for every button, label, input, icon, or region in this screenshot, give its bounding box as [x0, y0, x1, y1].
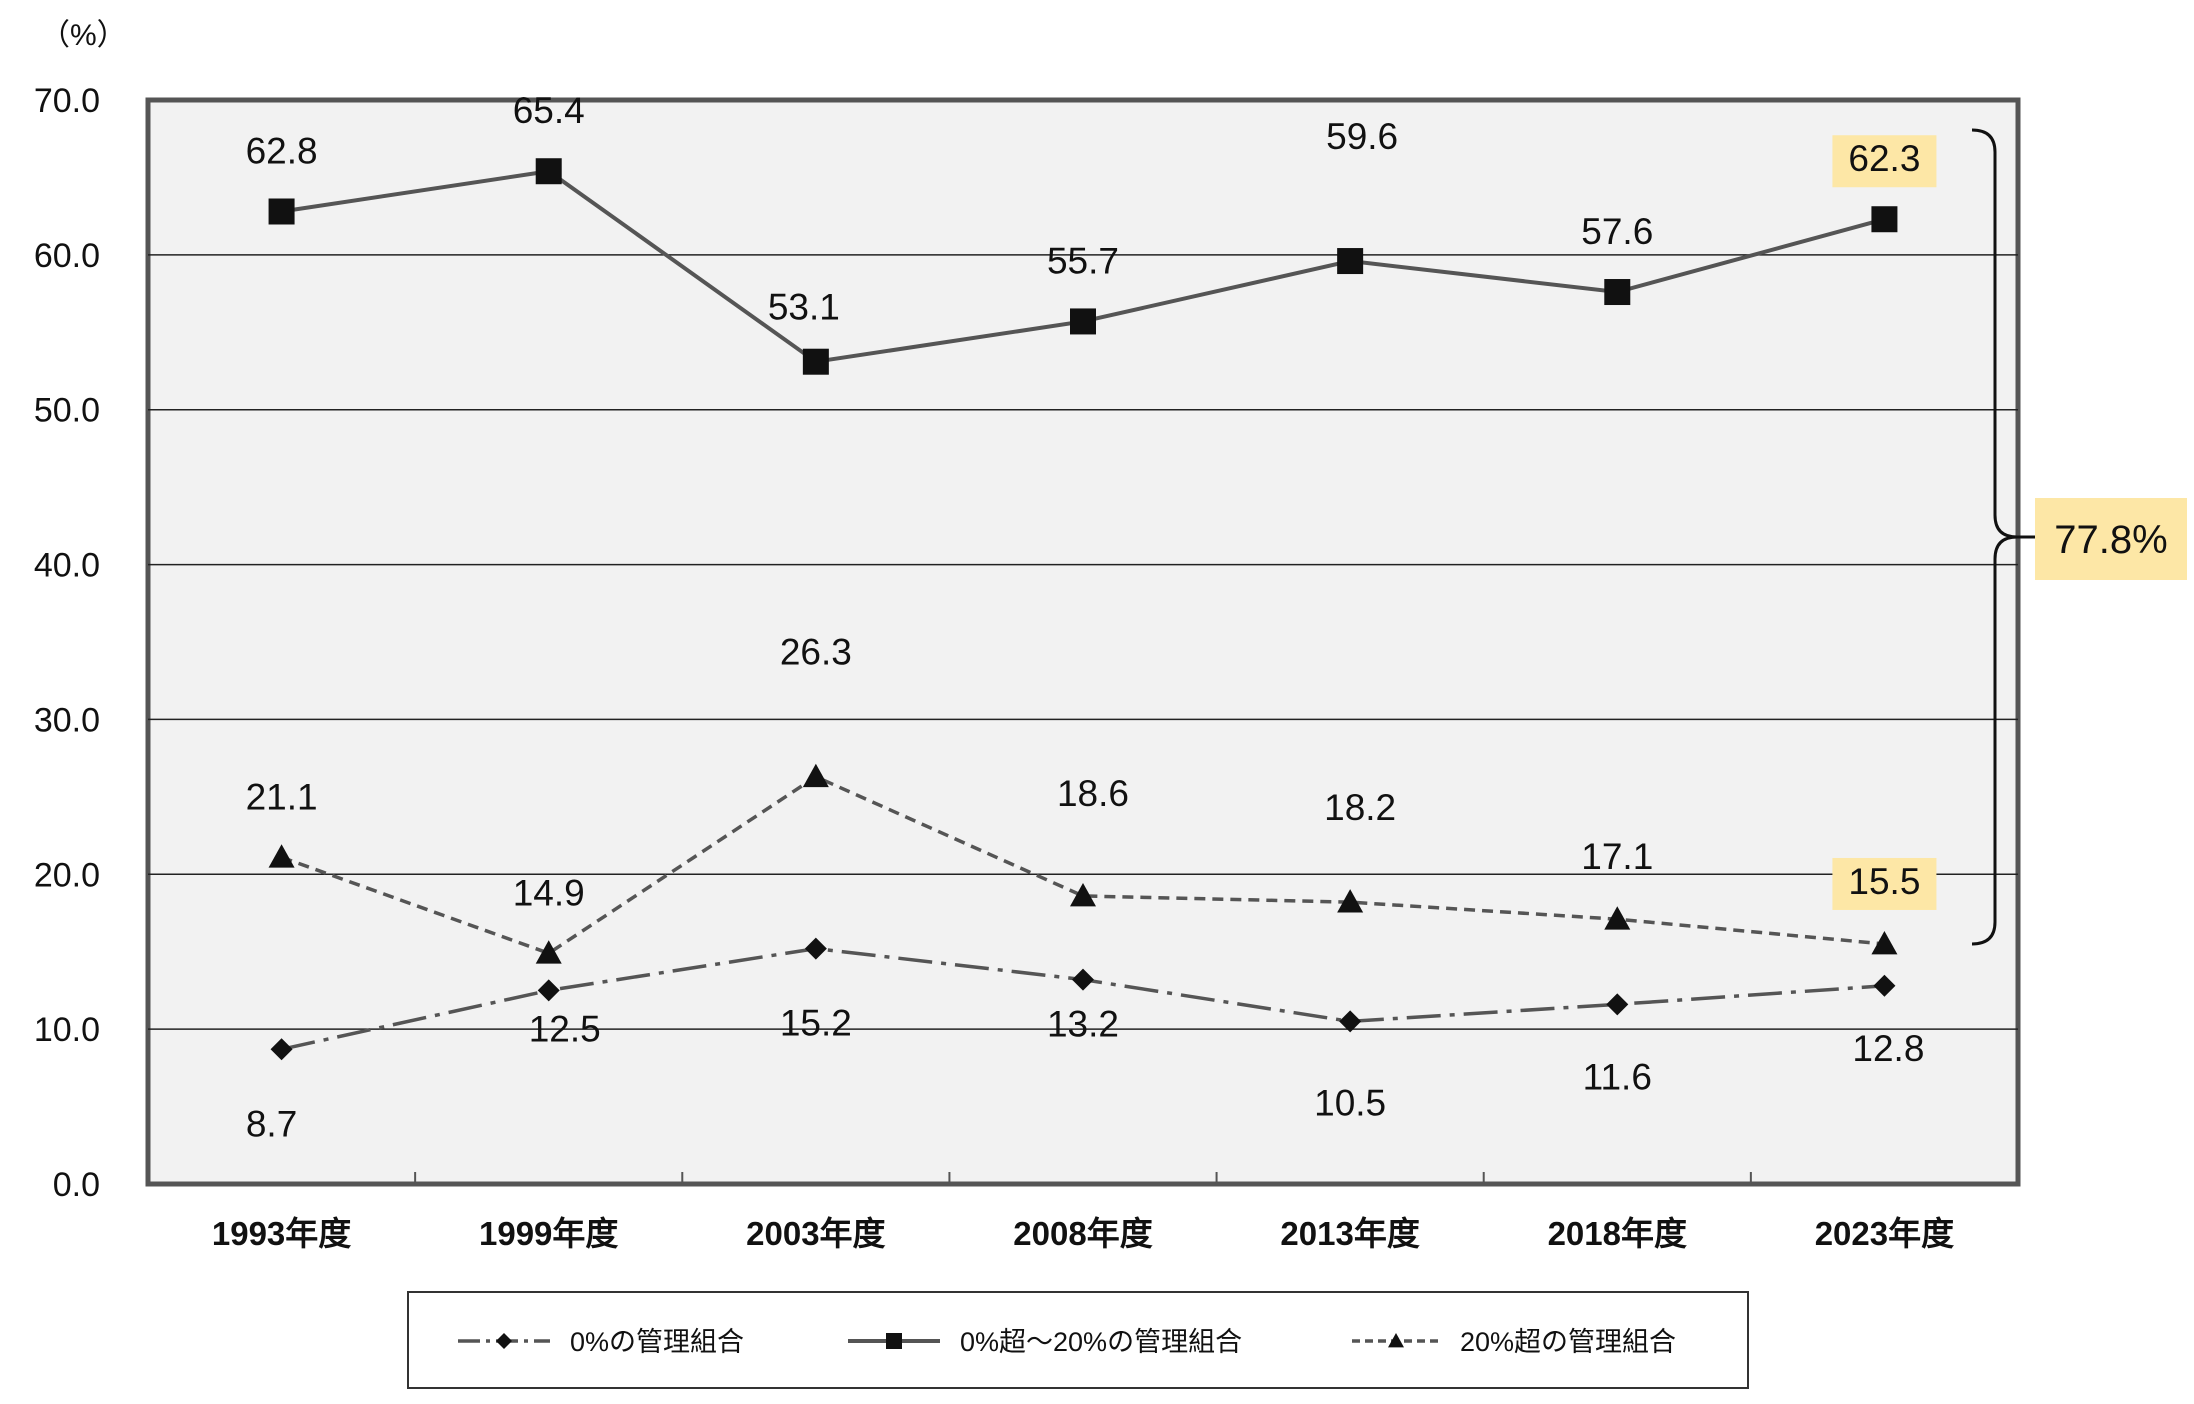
x-tick-label: 2003年度 — [746, 1215, 885, 1252]
data-point-square — [802, 348, 829, 375]
data-label: 62.3 — [1848, 138, 1920, 179]
data-label: 18.6 — [1057, 773, 1129, 814]
data-label: 57.6 — [1581, 211, 1653, 252]
data-label: 14.9 — [513, 872, 585, 913]
x-tick-label: 1999年度 — [479, 1215, 618, 1252]
data-label: 18.2 — [1324, 787, 1396, 828]
series-lines — [268, 158, 1898, 1061]
y-tick-label: 50.0 — [34, 392, 100, 430]
x-tick-label: 2013年度 — [1280, 1215, 1419, 1252]
data-label: 26.3 — [780, 632, 852, 673]
data-label: 10.5 — [1314, 1082, 1386, 1123]
y-tick-label: 0.0 — [53, 1166, 100, 1204]
y-tick-label: 70.0 — [34, 82, 100, 120]
data-point-diamond — [270, 1038, 293, 1061]
data-label: 15.2 — [780, 1003, 852, 1044]
data-point-square — [1604, 279, 1631, 306]
data-label-highlight — [1832, 857, 1937, 910]
data-label: 12.5 — [529, 1008, 601, 1049]
data-label: 8.7 — [246, 1103, 297, 1144]
data-point-triangle — [268, 844, 295, 868]
x-tick-label: 2023年度 — [1815, 1215, 1954, 1252]
y-unit-label: （%） — [40, 19, 127, 52]
plot-area — [145, 97, 2021, 1187]
data-point-square — [1337, 248, 1364, 275]
legend-label: 0%超～20%の管理組合 — [960, 1327, 1242, 1357]
data-point-triangle — [535, 940, 562, 964]
data-point-triangle — [1337, 889, 1364, 913]
data-point-diamond — [537, 979, 560, 1002]
data-label: 12.8 — [1852, 1028, 1924, 1069]
data-label: 53.1 — [768, 287, 840, 328]
data-labels: 8.7 12.5 15.2 13.2 10.5 11.6 12.8 62.8 65.4 53.1 5… — [246, 90, 1937, 1144]
data-label: 13.2 — [1047, 1004, 1119, 1045]
data-point-square — [1871, 206, 1898, 233]
data-label: 17.1 — [1581, 836, 1653, 877]
y-tick-label: 60.0 — [34, 237, 100, 275]
grid-lines — [148, 254, 2018, 1030]
data-point-square — [1070, 308, 1096, 335]
legend: 0%の管理組合 0%超～20%の管理組合 20%超の管理組合 — [458, 1327, 1676, 1357]
y-tick-label: 40.0 — [34, 547, 100, 585]
legend-label: 0%の管理組合 — [570, 1327, 744, 1357]
data-point-triangle — [802, 763, 829, 788]
data-label: 15.5 — [1848, 861, 1920, 902]
y-tick-label: 10.0 — [34, 1011, 100, 1049]
data-label: 65.4 — [513, 90, 585, 131]
data-label: 55.7 — [1047, 240, 1119, 281]
data-point-triangle — [1388, 1333, 1404, 1348]
x-axis-ticks: 1993年度 1999年度 2003年度 2008年度 2013年度 2018年度 2023… — [147, 1172, 2019, 1252]
x-tick-label: 2008年度 — [1013, 1215, 1152, 1252]
data-label: 62.8 — [246, 130, 318, 171]
data-point-square — [886, 1333, 902, 1349]
data-point-diamond — [1339, 1010, 1362, 1033]
y-tick-label: 20.0 — [34, 856, 100, 894]
total-label: 77.8% — [2054, 518, 2167, 562]
data-point-square — [535, 158, 562, 185]
legend-label: 20%超の管理組合 — [1460, 1327, 1676, 1357]
x-tick-label: 1993年度 — [212, 1215, 351, 1252]
y-tick-label: 30.0 — [34, 701, 100, 739]
x-tick-label: 2018年度 — [1548, 1215, 1687, 1252]
data-point-diamond — [496, 1333, 512, 1349]
data-label-highlight — [1832, 135, 1937, 188]
data-point-diamond — [1873, 974, 1896, 997]
data-point-triangle — [1604, 906, 1631, 930]
data-point-square — [268, 198, 295, 225]
legend-box — [407, 1291, 1749, 1389]
data-label: 59.6 — [1326, 116, 1398, 157]
data-point-triangle — [1871, 930, 1898, 955]
data-point-triangle — [1070, 882, 1096, 907]
data-point-diamond — [1072, 968, 1094, 991]
data-point-diamond — [1606, 993, 1629, 1016]
total-highlight — [2035, 498, 2187, 580]
data-label: 21.1 — [246, 776, 318, 817]
data-point-diamond — [804, 937, 827, 960]
data-label: 11.6 — [1583, 1056, 1652, 1097]
y-axis-ticks: 0.0 10.0 20.0 30.0 40.0 50.0 60.0 70.0 — [34, 82, 100, 1204]
